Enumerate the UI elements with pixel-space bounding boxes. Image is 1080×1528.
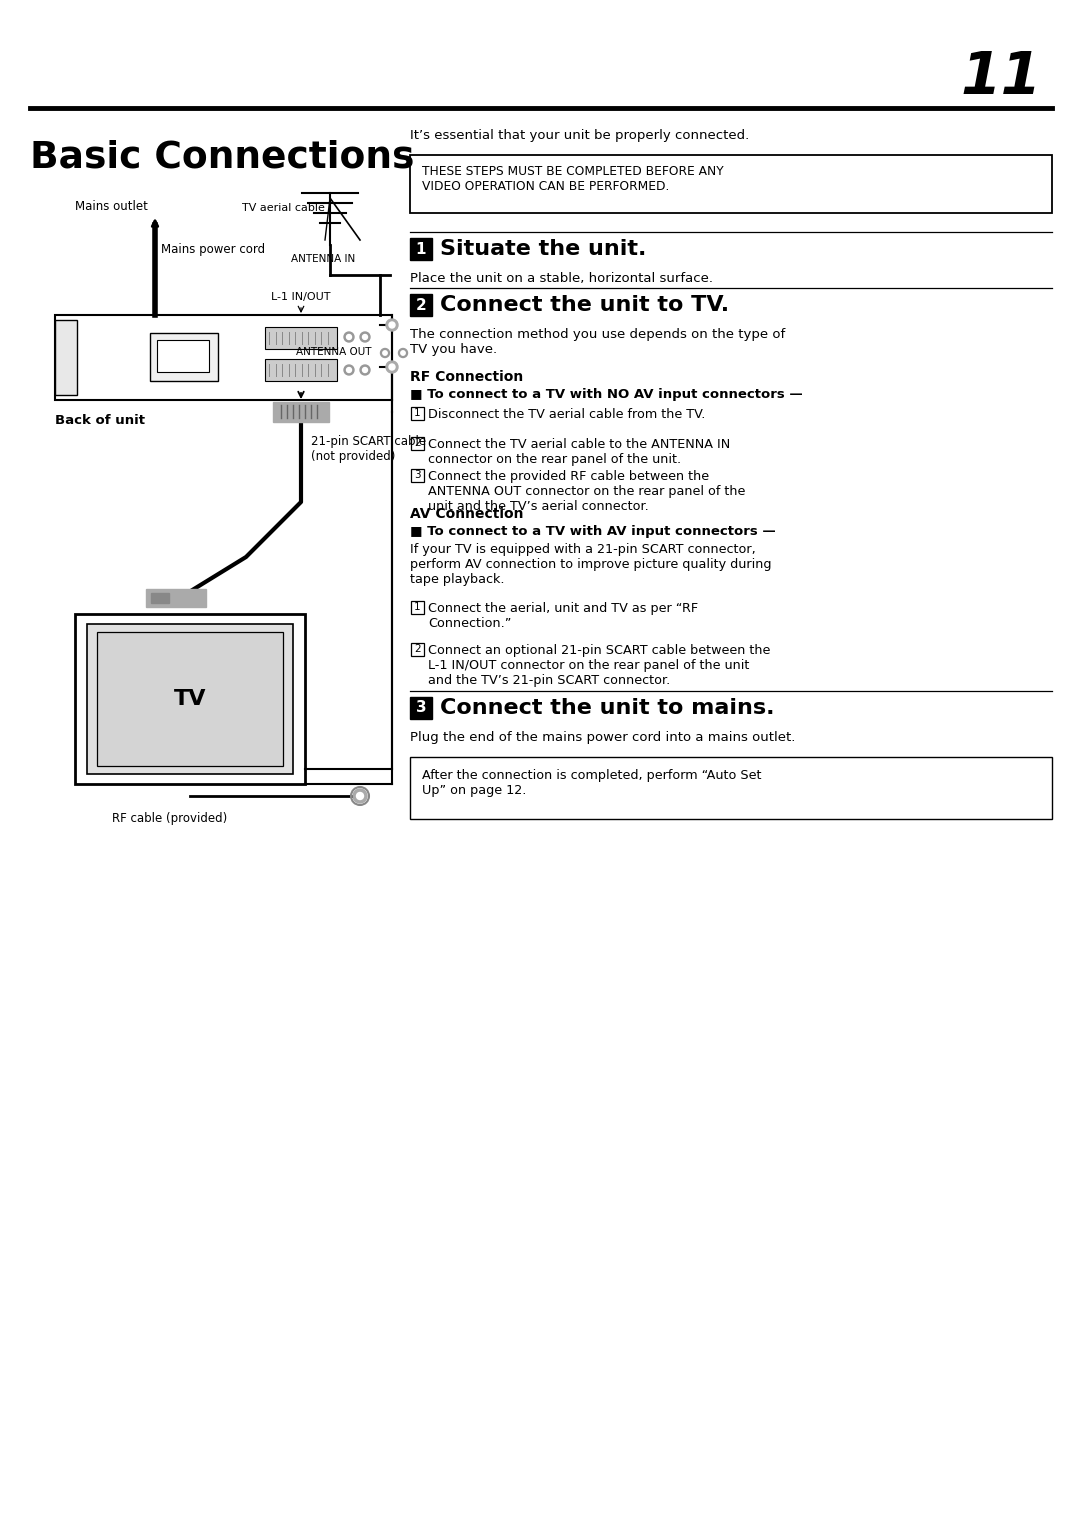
- Circle shape: [360, 332, 370, 342]
- Bar: [157, 341, 210, 371]
- Text: Connect an optional 21-pin SCART cable between the
L-1 IN/OUT connector on the r: Connect an optional 21-pin SCART cable b…: [428, 643, 770, 688]
- FancyBboxPatch shape: [411, 406, 424, 420]
- Bar: [410, 697, 432, 720]
- Text: 2: 2: [415, 645, 421, 654]
- Text: TV: TV: [174, 689, 206, 709]
- Text: Place the unit on a stable, horizontal surface.: Place the unit on a stable, horizontal s…: [410, 272, 713, 286]
- Text: After the connection is completed, perform “Auto Set
Up” on page 12.: After the connection is completed, perfo…: [422, 769, 761, 798]
- Text: Situate the unit.: Situate the unit.: [440, 238, 646, 260]
- Text: 21-pin SCART cable
(not provided): 21-pin SCART cable (not provided): [311, 435, 427, 463]
- Text: Disconnect the TV aerial cable from the TV.: Disconnect the TV aerial cable from the …: [428, 408, 705, 422]
- FancyBboxPatch shape: [411, 601, 424, 614]
- Circle shape: [347, 368, 351, 373]
- Text: ANTENNA IN: ANTENNA IN: [291, 254, 355, 264]
- Text: Connect the provided RF cable between the
ANTENNA OUT connector on the rear pane: Connect the provided RF cable between th…: [428, 471, 745, 513]
- Text: Connect the unit to mains.: Connect the unit to mains.: [440, 698, 774, 718]
- Text: It’s essential that your unit be properly connected.: It’s essential that your unit be properl…: [410, 130, 750, 142]
- Circle shape: [363, 368, 367, 373]
- Text: 3: 3: [415, 471, 421, 480]
- Text: 2: 2: [416, 298, 427, 313]
- Text: 11: 11: [961, 49, 1042, 107]
- Text: ■ To connect to a TV with NO AV input connectors —: ■ To connect to a TV with NO AV input co…: [410, 388, 802, 400]
- Circle shape: [353, 788, 367, 804]
- FancyBboxPatch shape: [411, 643, 424, 656]
- Text: TV aerial cable: TV aerial cable: [242, 203, 325, 212]
- Circle shape: [345, 332, 354, 342]
- Circle shape: [399, 348, 407, 358]
- Circle shape: [345, 365, 354, 374]
- Bar: [265, 359, 337, 380]
- Text: Mains power cord: Mains power cord: [161, 243, 265, 257]
- Text: THESE STEPS MUST BE COMPLETED BEFORE ANY
VIDEO OPERATION CAN BE PERFORMED.: THESE STEPS MUST BE COMPLETED BEFORE ANY…: [422, 165, 724, 193]
- Text: If your TV is equipped with a 21-pin SCART connector,
perform AV connection to i: If your TV is equipped with a 21-pin SCA…: [410, 542, 771, 587]
- Bar: [265, 327, 337, 348]
- Circle shape: [382, 351, 388, 354]
- Bar: [146, 588, 206, 607]
- Bar: [273, 402, 329, 422]
- Text: 1: 1: [415, 408, 421, 419]
- Circle shape: [386, 319, 399, 332]
- Text: 1: 1: [416, 241, 427, 257]
- Circle shape: [347, 335, 351, 339]
- Text: Back of unit: Back of unit: [55, 414, 145, 426]
- Text: 3: 3: [416, 700, 427, 715]
- Text: Connect the aerial, unit and TV as per “RF
Connection.”: Connect the aerial, unit and TV as per “…: [428, 602, 698, 630]
- Circle shape: [401, 351, 405, 354]
- Text: The connection method you use depends on the type of
TV you have.: The connection method you use depends on…: [410, 329, 785, 356]
- Text: RF cable (provided): RF cable (provided): [112, 811, 228, 825]
- Bar: [410, 154, 1052, 212]
- Text: AV Connection: AV Connection: [410, 507, 524, 521]
- Circle shape: [386, 361, 399, 373]
- FancyBboxPatch shape: [411, 437, 424, 451]
- Bar: [410, 238, 432, 260]
- Bar: [97, 633, 283, 766]
- Bar: [87, 623, 293, 775]
- Bar: [410, 756, 1052, 819]
- Text: Connect the unit to TV.: Connect the unit to TV.: [440, 295, 729, 315]
- Text: Plug the end of the mains power cord into a mains outlet.: Plug the end of the mains power cord int…: [410, 730, 795, 744]
- Bar: [410, 293, 432, 316]
- Circle shape: [380, 348, 390, 358]
- Bar: [75, 614, 305, 784]
- Bar: [55, 319, 77, 396]
- Text: L-1 IN/OUT: L-1 IN/OUT: [271, 292, 330, 303]
- Text: ANTENNA OUT: ANTENNA OUT: [297, 347, 372, 358]
- Bar: [150, 333, 218, 380]
- Circle shape: [389, 322, 395, 329]
- Bar: [151, 593, 168, 604]
- Circle shape: [356, 793, 364, 799]
- Text: 1: 1: [415, 602, 421, 613]
- Circle shape: [363, 335, 367, 339]
- Circle shape: [360, 365, 370, 374]
- Text: Mains outlet: Mains outlet: [75, 200, 148, 214]
- Text: RF Connection: RF Connection: [410, 370, 523, 384]
- Bar: [55, 315, 392, 400]
- Circle shape: [389, 364, 395, 370]
- FancyBboxPatch shape: [411, 469, 424, 481]
- Text: Connect the TV aerial cable to the ANTENNA IN
connector on the rear panel of the: Connect the TV aerial cable to the ANTEN…: [428, 439, 730, 466]
- Text: ■ To connect to a TV with AV input connectors —: ■ To connect to a TV with AV input conne…: [410, 526, 775, 538]
- Text: 2: 2: [415, 439, 421, 449]
- Text: Basic Connections: Basic Connections: [30, 141, 415, 176]
